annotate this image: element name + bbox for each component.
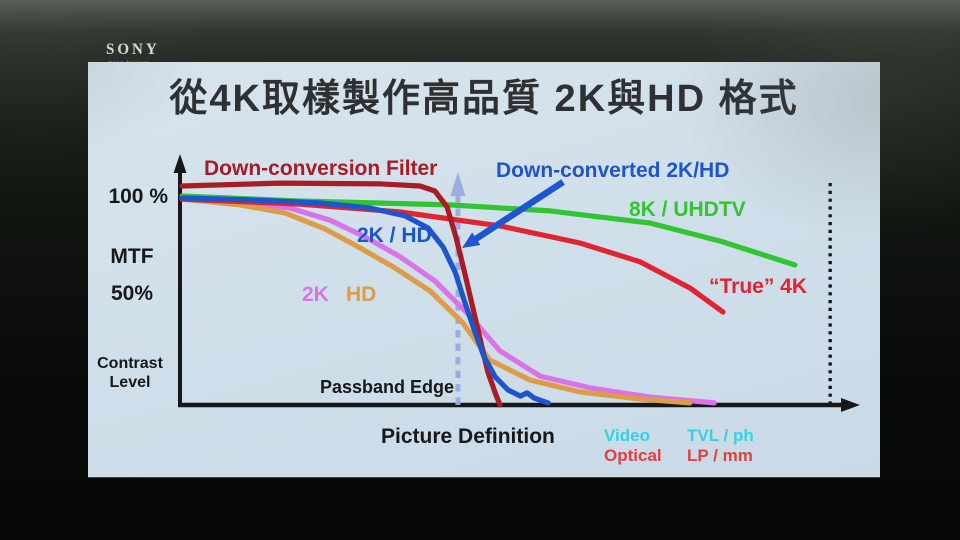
callout-arrow-line (469, 179, 565, 245)
series-2k-curve (179, 194, 717, 406)
legend-video-unit: TVL / ph (687, 426, 754, 445)
label-passband-edge: Passband Edge (320, 377, 455, 397)
passband-edge-arrowhead (450, 172, 466, 196)
callout-arrowhead (462, 232, 481, 248)
series-hd-curve (179, 196, 693, 406)
slide-title: 從4K取樣製作高品質 2K與HD 格式 (169, 78, 799, 120)
label-2k: 2K (302, 283, 329, 306)
series-down-converted-2k-hd-curve (179, 195, 551, 406)
y-axis-label-mtf: MTF (110, 245, 154, 268)
label-8k-uhdtv: 8K / UHDTV (629, 198, 746, 221)
y-axis-arrowhead (173, 154, 187, 173)
label-2k-hd-curve: 2K / HD (357, 224, 432, 247)
y-tick-100: 100 % (108, 185, 168, 208)
label-hd: HD (346, 283, 377, 306)
legend-optical-unit: LP / mm (687, 446, 753, 465)
sony-logo-text: SONY (106, 41, 160, 59)
slide (88, 62, 880, 477)
x-axis-label: Picture Definition (381, 425, 555, 448)
legend-optical: Optical (604, 446, 662, 465)
legend-video: Video (604, 426, 650, 445)
y-tick-50: 50% (110, 282, 154, 305)
label-down-converted-2k-hd: Down-converted 2K/HD (496, 159, 730, 182)
y-axis-label-contrast-level: Contrast Level (97, 355, 163, 391)
x-axis-arrowhead (841, 398, 860, 412)
label-true-4k: “True” 4K (709, 275, 808, 298)
series-down-conversion-filter-curve (179, 180, 503, 408)
label-down-conversion-filter: Down-conversion Filter (204, 157, 438, 180)
